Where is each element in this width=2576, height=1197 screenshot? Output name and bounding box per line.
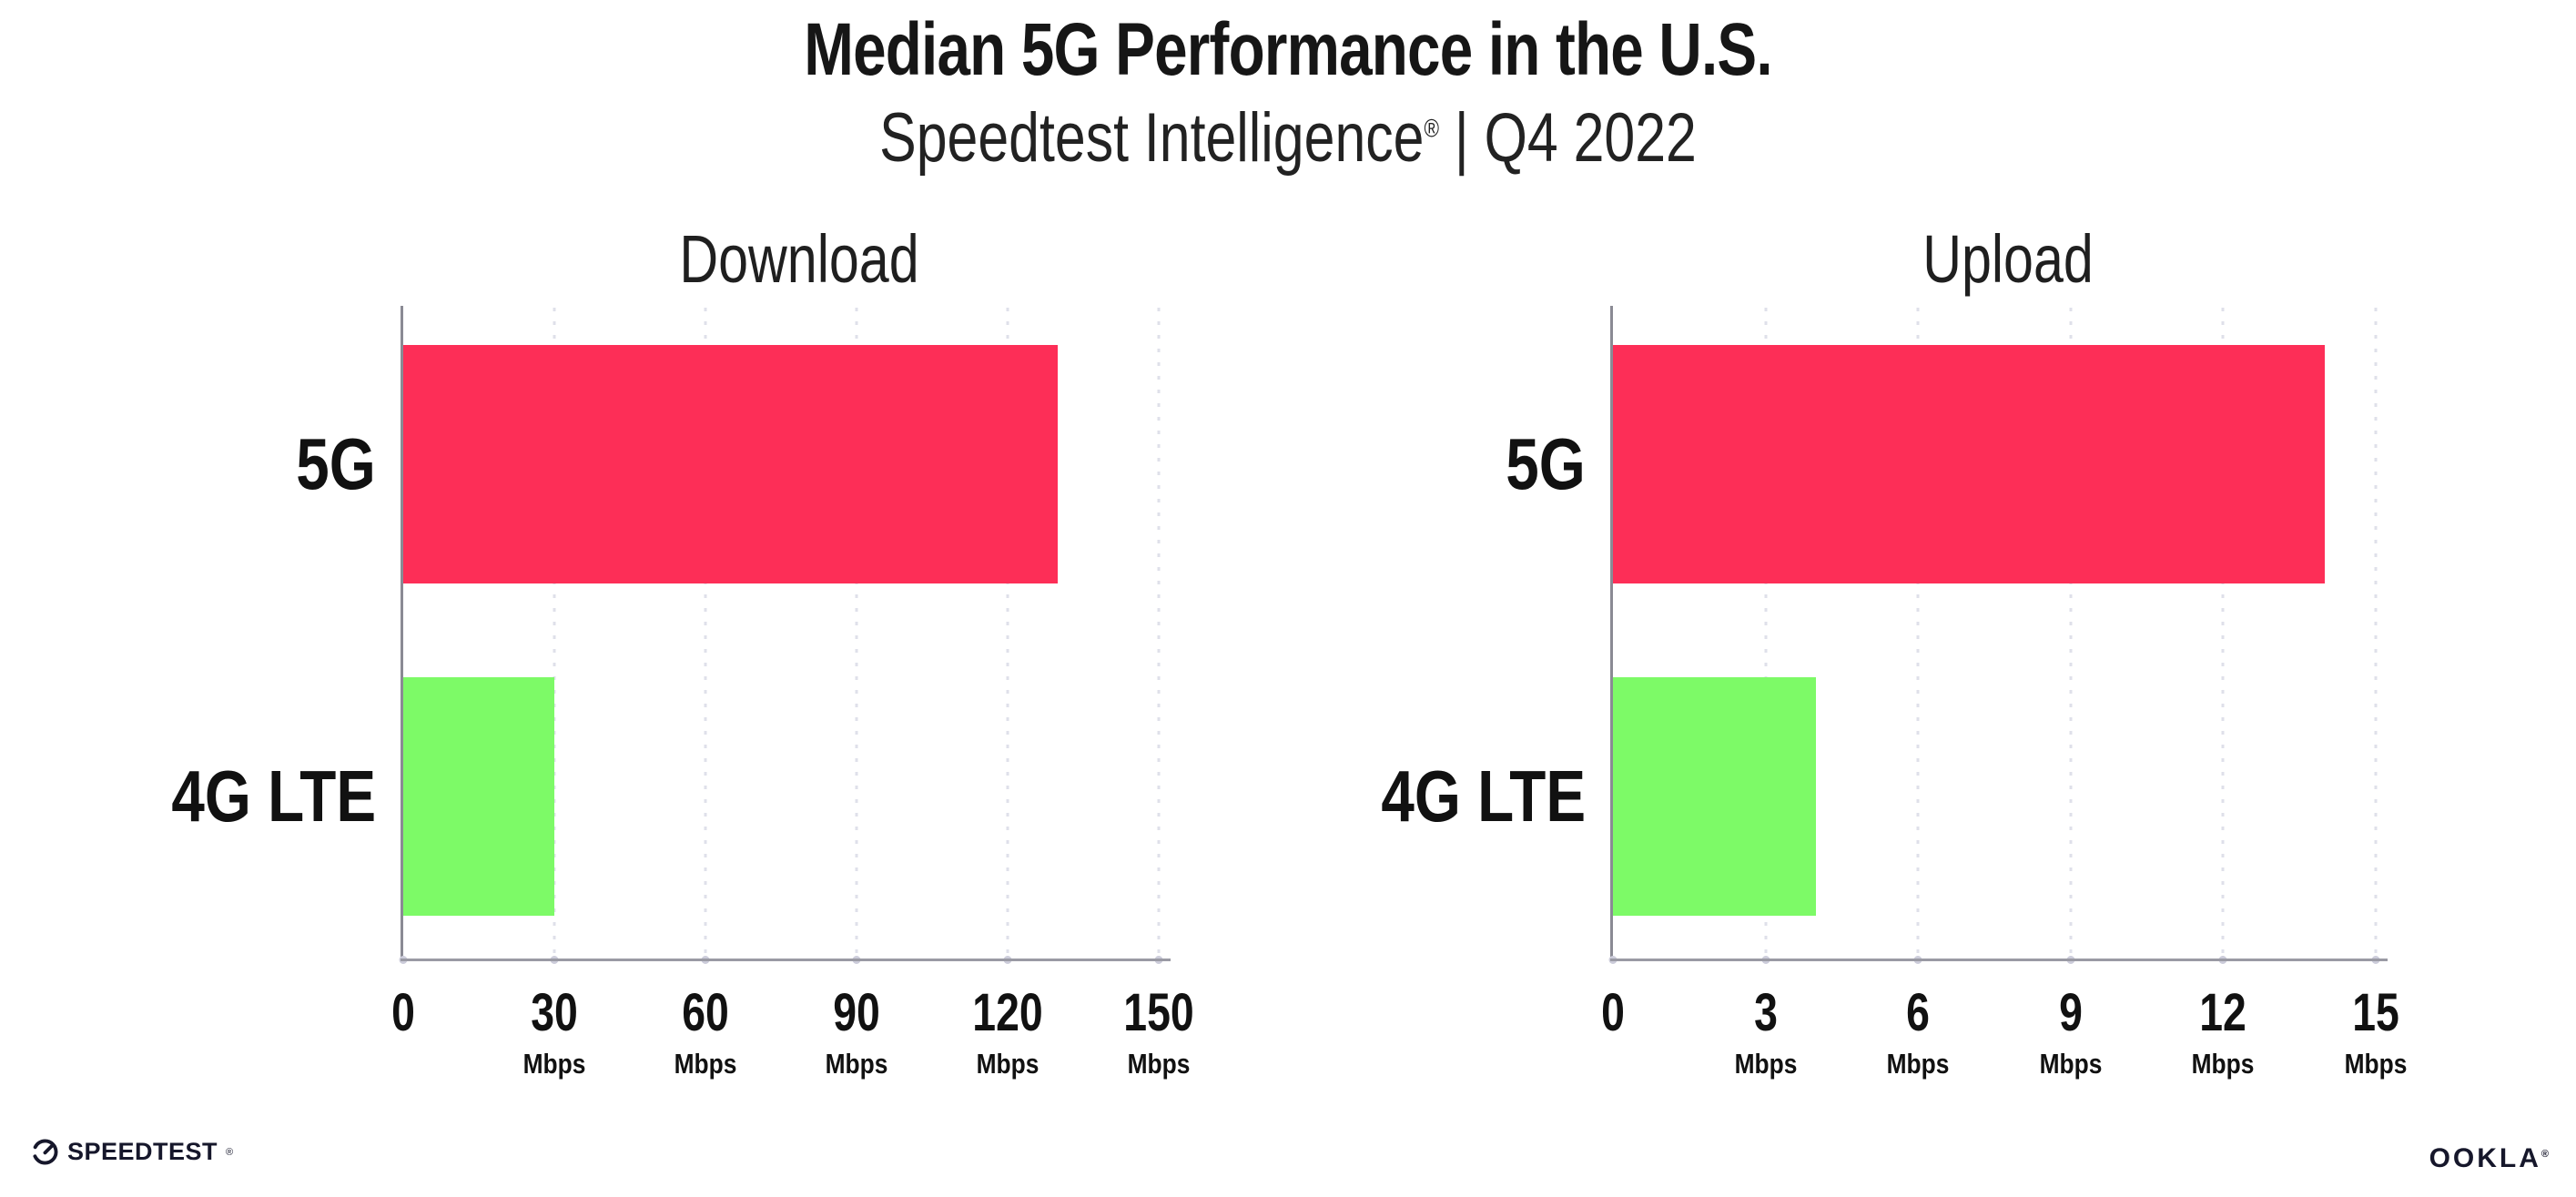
- gridline: [1916, 308, 1920, 959]
- download-chart-plot: 5G 4G LTE 0 30 Mbps 60 Mbps 90 Mbps 120 Mbps…: [171, 306, 1194, 1079]
- registered-mark: ®: [1424, 114, 1439, 143]
- gridline: [2221, 308, 2225, 959]
- speedometer-gauge-icon: [31, 1138, 59, 1166]
- axis-tick-dot: [1154, 956, 1163, 964]
- upload-chart-title: Upload: [1922, 221, 2094, 297]
- x-tick: 0: [1601, 983, 1625, 1042]
- x-tick: 9 Mbps: [2039, 983, 2103, 1080]
- subtitle-period: | Q4 2022: [1438, 99, 1697, 177]
- category-label-4g-lte: 4G LTE: [171, 756, 376, 837]
- category-label-4g-lte: 4G LTE: [1381, 756, 1586, 837]
- x-tick: 120 Mbps: [972, 983, 1043, 1080]
- bar-4g-lte-download: [403, 677, 554, 916]
- x-tick: 3 Mbps: [1734, 983, 1797, 1080]
- upload-chart-plot: 5G 4G LTE 0 3 Mbps 6 Mbps 9 Mbps 12 Mbps 15 M…: [1381, 306, 2407, 1079]
- x-tick: 90 Mbps: [825, 983, 888, 1080]
- subtitle-brand: Speedtest Intelligence: [879, 99, 1425, 177]
- bar-5g-upload: [1613, 345, 2326, 583]
- speedtest-logo: SPEEDTEST ®: [31, 1138, 233, 1166]
- axis-tick-dot: [2218, 956, 2227, 964]
- x-tick: 150 Mbps: [1123, 983, 1194, 1080]
- gridline: [704, 308, 707, 959]
- registered-mark: ®: [226, 1146, 234, 1158]
- gridline: [2374, 308, 2378, 959]
- axis-tick-dot: [1913, 956, 1922, 964]
- x-tick: 15 Mbps: [2344, 983, 2408, 1080]
- gridline: [2069, 308, 2073, 959]
- axis-tick-dot: [550, 956, 559, 964]
- gridline: [1006, 308, 1009, 959]
- x-tick: 0: [391, 983, 415, 1042]
- category-label-5g: 5G: [296, 423, 376, 504]
- x-tick: 12 Mbps: [2191, 983, 2255, 1080]
- axis-tick-dot: [2371, 956, 2380, 964]
- axis-tick-dot: [701, 956, 710, 964]
- axis-tick-dot: [399, 956, 408, 964]
- gridline: [553, 308, 556, 959]
- axis-tick-dot: [1761, 956, 1770, 964]
- speedtest-wordmark: SPEEDTEST: [67, 1138, 218, 1165]
- gridline: [1157, 308, 1161, 959]
- registered-mark: ®: [2541, 1149, 2549, 1160]
- x-tick: 6 Mbps: [1886, 983, 1950, 1080]
- page-subtitle: Speedtest Intelligence® | Q4 2022: [879, 96, 1697, 179]
- bar-5g-download: [403, 345, 1059, 583]
- gridline: [855, 308, 858, 959]
- axis-tick-dot: [852, 956, 861, 964]
- download-chart-title: Download: [679, 221, 919, 297]
- gridline: [1764, 308, 1768, 959]
- x-tick: 30 Mbps: [522, 983, 586, 1080]
- ookla-logo: OOKLA®: [2429, 1143, 2549, 1174]
- axis-tick-dot: [1608, 956, 1618, 964]
- axis-tick-dot: [1003, 956, 1012, 964]
- x-tick: 60 Mbps: [674, 983, 737, 1080]
- page-title: Median 5G Performance in the U.S.: [804, 8, 1772, 91]
- bar-4g-lte-upload: [1613, 677, 1817, 916]
- axis-tick-dot: [2066, 956, 2075, 964]
- category-label-5g: 5G: [1506, 423, 1586, 504]
- ookla-wordmark: OOKLA: [2429, 1143, 2541, 1173]
